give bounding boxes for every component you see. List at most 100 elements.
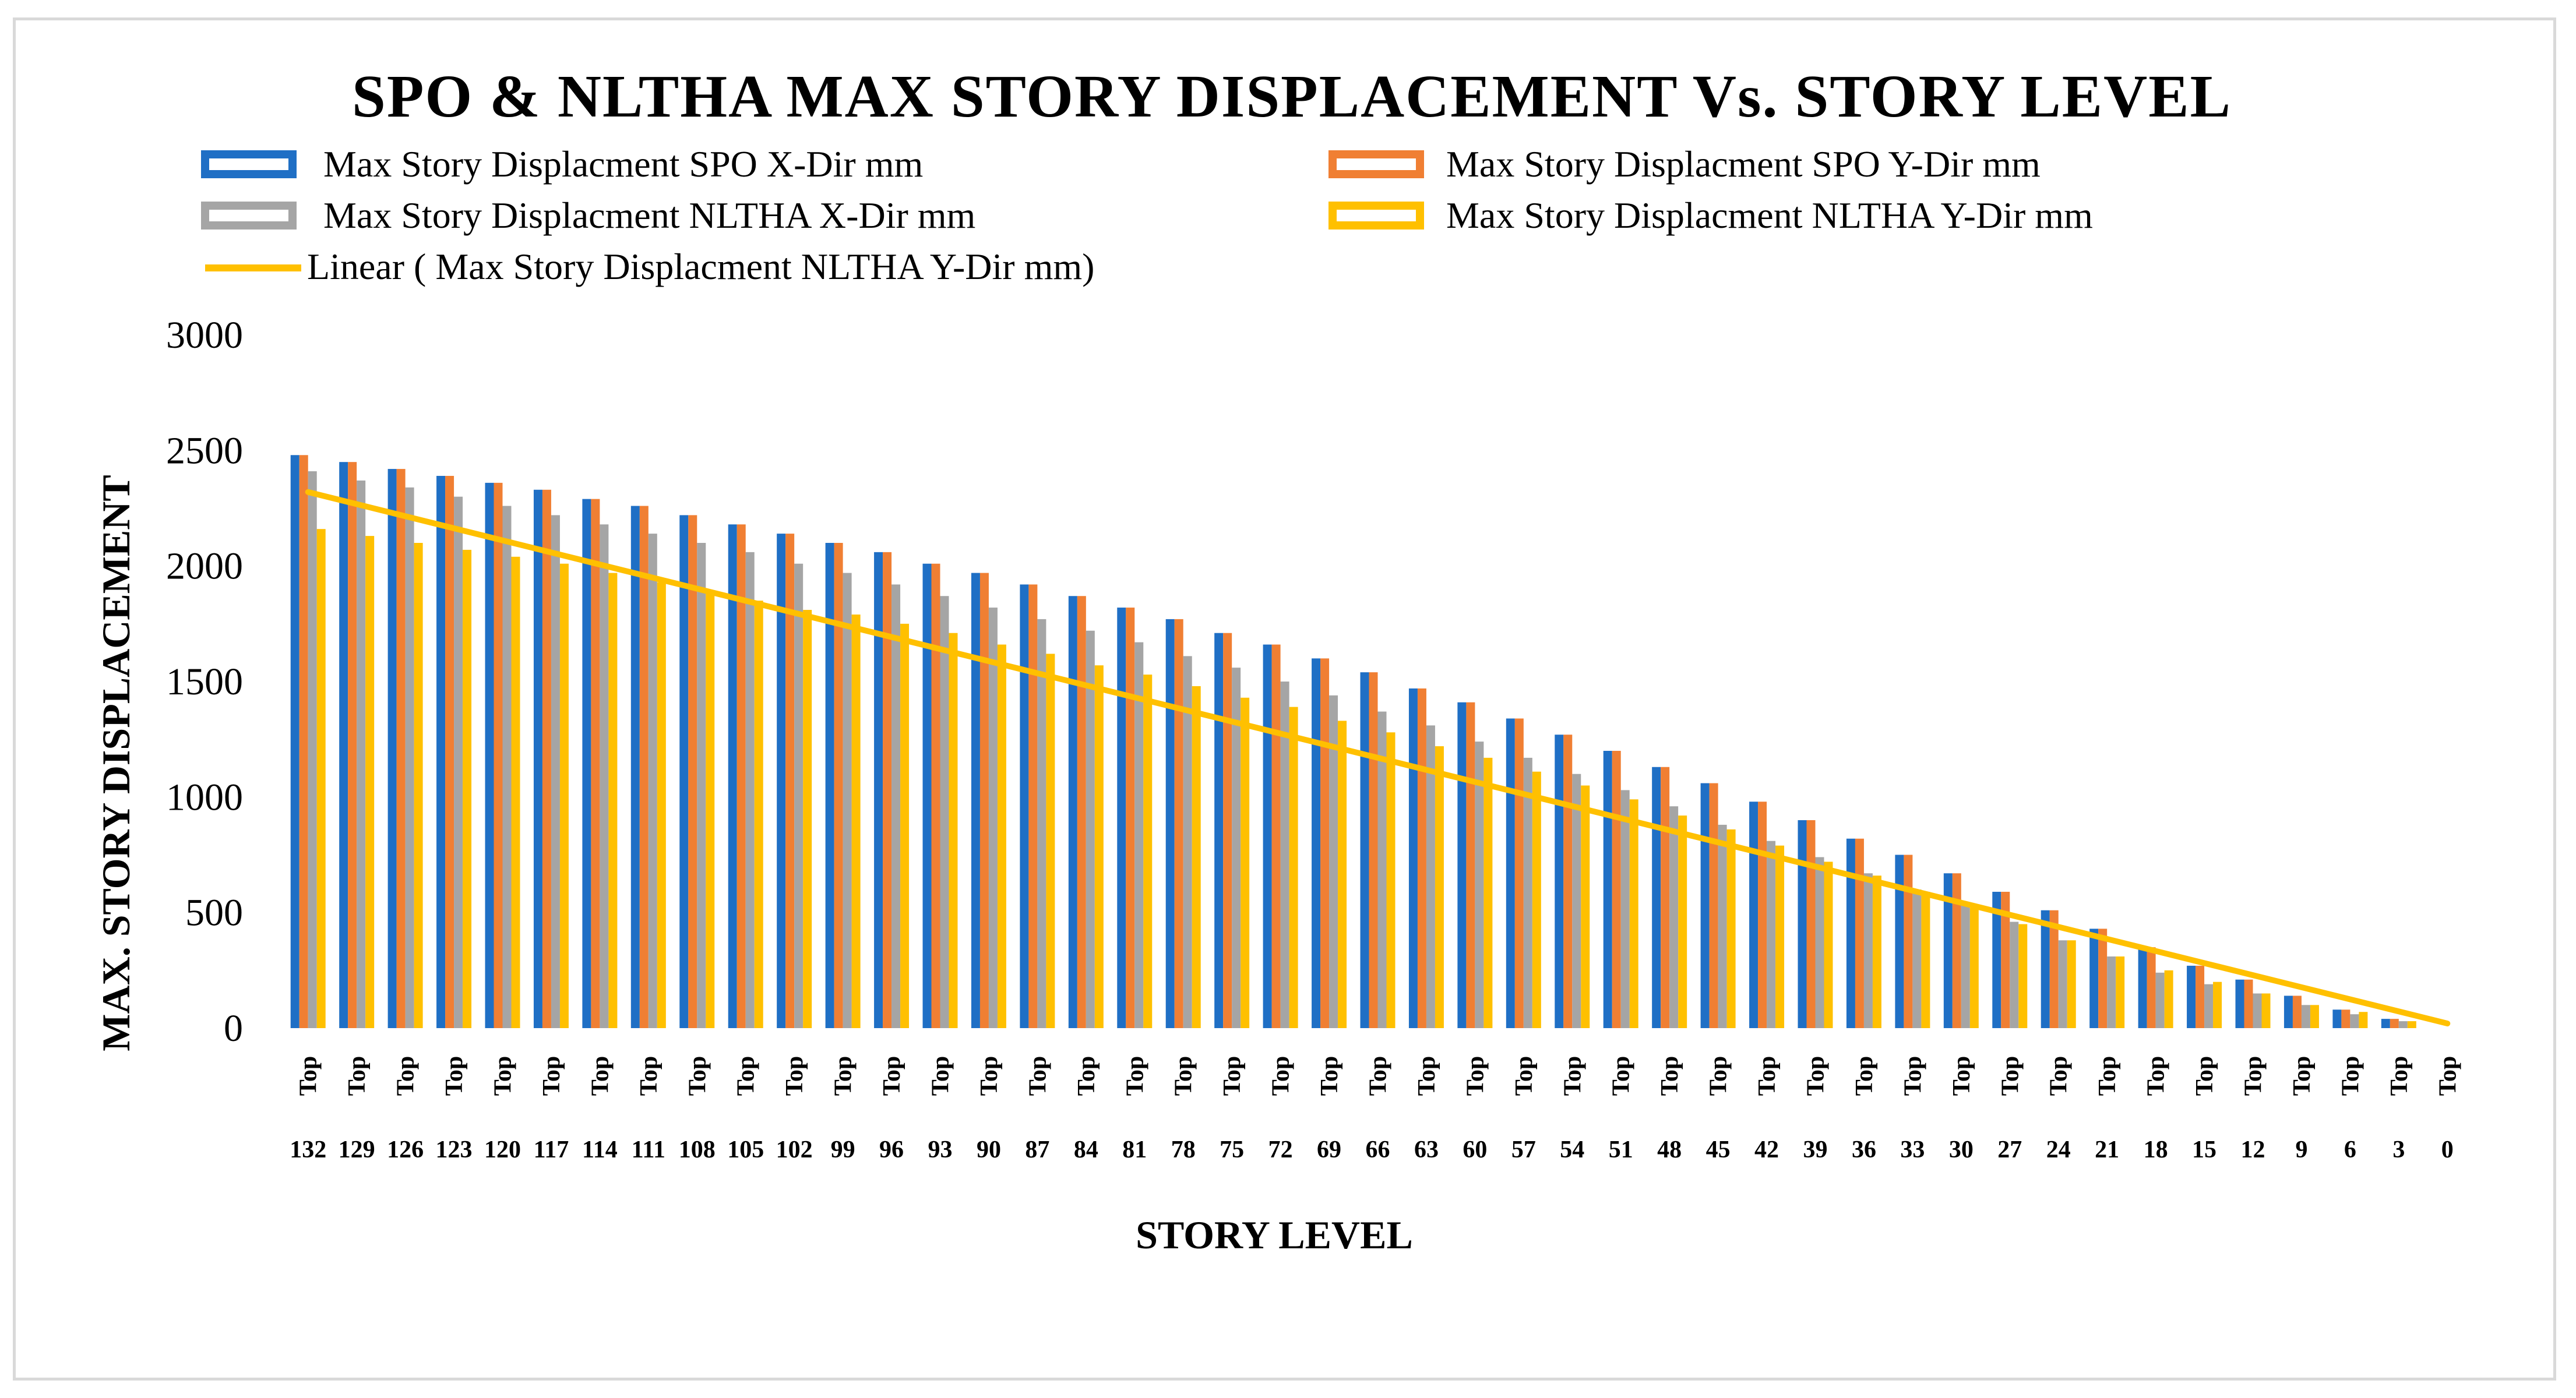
legend-item-trendline: Linear ( Max Story Displacment NLTHA Y-D… <box>205 246 1094 287</box>
x-tick-105: Top 105 <box>727 1056 764 1163</box>
bar-series-3-123 <box>454 496 463 1028</box>
bar-series-4-123 <box>463 549 472 1028</box>
x-tick-prefix: Top <box>1365 1056 1392 1096</box>
x-tick-label: 120 <box>484 1136 521 1163</box>
bar-series-3-3 <box>2398 1021 2408 1028</box>
bar-series-4-39 <box>1824 862 1833 1028</box>
x-tick-102: Top 102 <box>776 1056 813 1163</box>
bar-series-2-24 <box>2049 910 2059 1028</box>
legend-item-spo-y: Max Story Displacment SPO Y-Dir mm <box>1328 143 2041 185</box>
x-tick-label: 27 <box>1997 1136 2022 1163</box>
x-tick-prefix: Top <box>1948 1056 1975 1096</box>
x-tick-label: 33 <box>1900 1136 1925 1163</box>
bar-series-1-24 <box>2041 910 2050 1028</box>
legend-swatch-spo-y <box>1328 150 1424 178</box>
bar-series-4-72 <box>1289 707 1298 1028</box>
bar-series-1-27 <box>1992 891 2001 1028</box>
x-tick-label: 45 <box>1706 1136 1731 1163</box>
y-tick-label: 500 <box>185 892 243 934</box>
bar-series-3-102 <box>794 563 804 1028</box>
bar-series-2-81 <box>1126 608 1135 1028</box>
bar-series-4-108 <box>706 591 715 1028</box>
bar-series-1-63 <box>1408 688 1418 1028</box>
x-tick-3: Top 3 <box>2386 1056 2413 1163</box>
bar-series-4-87 <box>1046 654 1055 1028</box>
bar-series-2-132 <box>299 455 308 1028</box>
bar-series-4-6 <box>2359 1012 2368 1028</box>
bar-series-1-15 <box>2187 965 2196 1028</box>
bar-series-1-21 <box>2089 929 2099 1028</box>
x-tick-48: Top 48 <box>1657 1056 1683 1163</box>
x-tick-label: 24 <box>2046 1136 2071 1163</box>
bar-series-2-63 <box>1417 688 1426 1028</box>
x-tick-prefix: Top <box>1705 1056 1732 1096</box>
bar-series-3-9 <box>2301 1005 2310 1028</box>
bar-series-2-33 <box>1904 855 1913 1028</box>
bar-series-1-57 <box>1506 718 1515 1028</box>
bar-series-2-54 <box>1563 735 1573 1028</box>
bar-series-1-30 <box>1943 873 1953 1028</box>
legend-item-nltha-y: Max Story Displacment NLTHA Y-Dir mm <box>1328 195 2093 236</box>
y-tick-label: 2500 <box>166 429 243 472</box>
chart-title: SPO & NLTHA MAX STORY DISPLACEMENT Vs. S… <box>352 63 2232 130</box>
bar-series-2-51 <box>1612 751 1621 1028</box>
bar-series-2-84 <box>1077 596 1086 1028</box>
bar-series-3-48 <box>1669 806 1679 1028</box>
bar-series-4-9 <box>2310 1005 2319 1028</box>
x-tick-60: Top 60 <box>1462 1056 1489 1163</box>
x-tick-prefix: Top <box>344 1056 371 1096</box>
bar-series-1-33 <box>1895 855 1904 1028</box>
bar-series-2-21 <box>2098 929 2108 1028</box>
bar-series-4-15 <box>2213 982 2222 1028</box>
x-tick-label: 87 <box>1025 1136 1049 1163</box>
x-tick-label: 129 <box>339 1136 375 1163</box>
bar-series-4-78 <box>1192 686 1201 1028</box>
bar-series-2-96 <box>883 552 892 1028</box>
bar-series-3-45 <box>1718 824 1727 1028</box>
bar-series-3-108 <box>697 543 706 1028</box>
bar-series-2-117 <box>542 489 551 1028</box>
x-tick-114: Top 114 <box>582 1056 618 1163</box>
bar-series-2-93 <box>931 563 940 1028</box>
bar-series-4-69 <box>1338 721 1347 1028</box>
x-tick-prefix: Top <box>830 1056 857 1096</box>
x-axis-ticks: Top132Top129Top126Top123Top120Top117Top1… <box>290 1056 2461 1163</box>
bar-series-1-117 <box>533 489 542 1028</box>
chart-frame: SPO & NLTHA MAX STORY DISPLACEMENT Vs. S… <box>13 17 2556 1381</box>
legend-item-spo-x: Max Story Displacment SPO X-Dir mm <box>201 143 923 185</box>
bar-series-4-129 <box>365 536 375 1028</box>
bar-series-4-48 <box>1678 816 1687 1028</box>
bar-series-3-78 <box>1183 656 1192 1028</box>
bar-series-4-66 <box>1386 732 1396 1028</box>
x-tick-prefix: Top <box>2386 1056 2413 1096</box>
bar-series-4-81 <box>1143 675 1153 1028</box>
x-tick-72: Top 72 <box>1268 1056 1295 1163</box>
x-tick-6: Top 6 <box>2337 1056 2364 1163</box>
legend-label-spo-y: Max Story Displacment SPO Y-Dir mm <box>1446 143 2041 185</box>
bar-series-1-129 <box>339 462 348 1028</box>
bar-series-2-123 <box>445 475 454 1028</box>
bar-series-4-24 <box>2067 940 2076 1028</box>
x-tick-label: 84 <box>1074 1136 1098 1163</box>
bar-series-3-42 <box>1767 841 1776 1028</box>
y-tick-label: 1000 <box>166 776 243 818</box>
x-tick-prefix: Top <box>1997 1056 2024 1096</box>
x-tick-prefix: Top <box>2094 1056 2121 1096</box>
x-tick-99: Top 99 <box>830 1056 857 1163</box>
x-tick-prefix: Top <box>441 1056 468 1096</box>
x-tick-18: Top 18 <box>2143 1056 2170 1163</box>
x-tick-12: Top 12 <box>2240 1056 2267 1163</box>
trendline-group <box>305 489 2451 1027</box>
bar-series-1-111 <box>630 506 640 1028</box>
x-tick-label: 111 <box>632 1136 665 1163</box>
bar-series-1-60 <box>1457 702 1467 1028</box>
x-tick-prefix: Top <box>2337 1056 2364 1096</box>
bar-series-4-45 <box>1726 829 1736 1028</box>
bar-series-2-6 <box>2341 1009 2351 1028</box>
bar-series-2-39 <box>1806 820 1816 1028</box>
bar-series-4-111 <box>657 582 666 1028</box>
bar-series-1-105 <box>728 524 737 1028</box>
bar-series-1-96 <box>874 552 883 1028</box>
bar-series-4-117 <box>559 563 569 1028</box>
bar-series-1-45 <box>1700 783 1710 1028</box>
